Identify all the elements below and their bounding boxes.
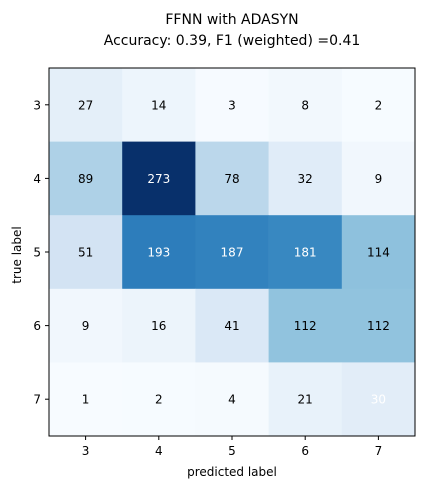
y-tick-label: 5 bbox=[33, 246, 41, 260]
heatmap-cell bbox=[341, 288, 416, 363]
heatmap-cell bbox=[122, 68, 196, 142]
chart-title-line-2: Accuracy: 0.39, F1 (weighted) =0.41 bbox=[104, 33, 361, 49]
cell-value-label: 27 bbox=[78, 98, 93, 112]
cell-value-label: 1 bbox=[82, 393, 90, 407]
cell-value-label: 181 bbox=[294, 246, 317, 260]
heatmap-cell bbox=[122, 362, 196, 437]
cell-value-label: 30 bbox=[371, 393, 386, 407]
heatmap-cell bbox=[195, 288, 269, 363]
cell-value-label: 9 bbox=[82, 319, 90, 333]
heatmap-cell bbox=[341, 68, 416, 142]
y-tick-label: 4 bbox=[33, 172, 41, 186]
heatmap-cell bbox=[49, 141, 123, 216]
x-axis-ticks: 3 4 5 6 7 bbox=[82, 436, 382, 458]
chart-title-line-1: FFNN with ADASYN bbox=[165, 12, 298, 28]
heatmap-cell bbox=[341, 215, 416, 290]
heatmap-cell bbox=[268, 141, 343, 216]
cell-value-label: 2 bbox=[375, 98, 383, 112]
heatmap-cell bbox=[268, 68, 343, 142]
heatmap-cell bbox=[268, 215, 343, 290]
y-tick-label: 6 bbox=[33, 319, 41, 333]
heatmap-cell bbox=[122, 215, 196, 290]
x-tick-label: 5 bbox=[228, 444, 236, 458]
cell-value-label: 51 bbox=[78, 246, 93, 260]
heatmap-cell bbox=[49, 362, 123, 437]
y-tick-label: 3 bbox=[33, 98, 41, 112]
cell-value-label: 8 bbox=[301, 98, 309, 112]
cell-value-label: 4 bbox=[228, 393, 236, 407]
cell-value-label: 21 bbox=[298, 393, 313, 407]
x-tick-label: 7 bbox=[375, 444, 383, 458]
x-tick-label: 3 bbox=[82, 444, 90, 458]
heatmap-cell bbox=[49, 215, 123, 290]
heatmap-cell bbox=[268, 288, 343, 363]
heatmap-cell bbox=[195, 362, 269, 437]
y-axis-ticks: 3 4 5 6 7 bbox=[33, 98, 49, 407]
cell-value-label: 2 bbox=[155, 393, 163, 407]
heatmap-cell bbox=[341, 141, 416, 216]
cell-value-label: 193 bbox=[147, 246, 170, 260]
x-tick-label: 4 bbox=[155, 444, 163, 458]
heatmap-cell bbox=[268, 362, 343, 437]
y-tick-label: 7 bbox=[33, 393, 41, 407]
heatmap-cell bbox=[122, 288, 196, 363]
cell-value-label: 14 bbox=[151, 98, 166, 112]
cell-value-label: 3 bbox=[228, 98, 236, 112]
cell-value-label: 112 bbox=[367, 319, 390, 333]
heatmap-cell bbox=[49, 68, 123, 142]
heatmap-cell bbox=[341, 362, 416, 437]
cell-value-label: 78 bbox=[224, 172, 239, 186]
cell-value-label: 114 bbox=[367, 246, 390, 260]
heatmap-cell bbox=[49, 288, 123, 363]
heatmap-cell bbox=[195, 215, 269, 290]
cell-value-label: 9 bbox=[375, 172, 383, 186]
cell-value-label: 41 bbox=[224, 319, 239, 333]
cell-value-label: 32 bbox=[298, 172, 313, 186]
x-axis-label: predicted label bbox=[187, 465, 277, 479]
y-axis-label: true label bbox=[10, 226, 24, 283]
cell-value-label: 16 bbox=[151, 319, 166, 333]
cell-value-label: 112 bbox=[294, 319, 317, 333]
heatmap-cell bbox=[195, 141, 269, 216]
cell-value-label: 89 bbox=[78, 172, 93, 186]
cell-value-label: 273 bbox=[147, 172, 170, 186]
heatmap-cell bbox=[195, 68, 269, 142]
heatmap-cell bbox=[122, 141, 196, 216]
cell-value-label: 187 bbox=[221, 246, 244, 260]
x-tick-label: 6 bbox=[301, 444, 309, 458]
heatmap-cells bbox=[49, 68, 416, 437]
